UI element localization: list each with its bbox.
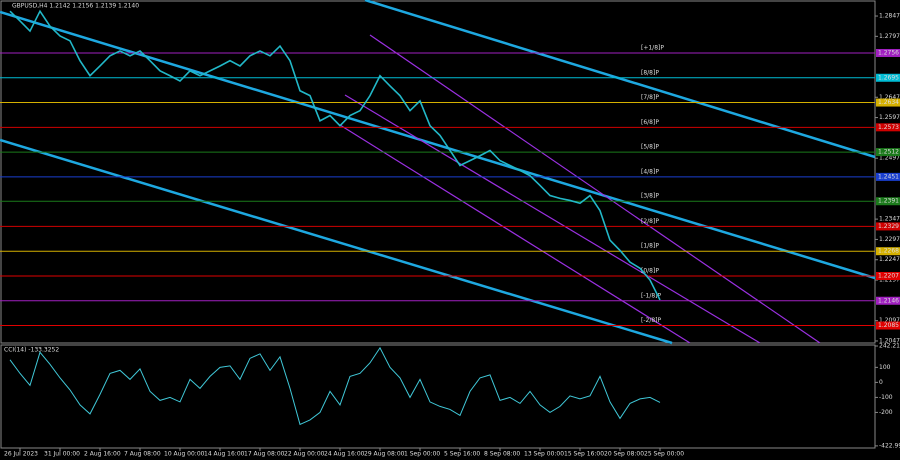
level-label: [7/8]P	[641, 94, 659, 101]
level-tag	[876, 172, 900, 181]
level-tag	[876, 48, 900, 57]
y-tick-label: 1.2047	[879, 337, 900, 344]
level-tag	[876, 73, 900, 82]
y-tick-label: -100	[879, 394, 893, 401]
channel-line	[344, 94, 761, 344]
level-tag	[876, 222, 900, 231]
level-tag	[876, 98, 900, 107]
indicator-title: CCI(14) -133.3252	[4, 347, 59, 354]
level-value: 1.2756	[878, 49, 899, 56]
y-tick-label: 1.2297	[879, 236, 900, 243]
level-value: 1.2329	[878, 223, 899, 230]
level-value: 1.2451	[878, 173, 899, 180]
level-value: 1.2573	[878, 124, 899, 131]
x-tick-label: 29 Aug 08:00	[364, 451, 405, 458]
price-line	[9, 346, 661, 426]
level-tag	[876, 247, 900, 256]
level-tag	[876, 296, 900, 305]
level-value: 1.2207	[878, 272, 899, 279]
price-panel	[0, 0, 876, 344]
x-tick-label: 26 Jul 2023	[4, 451, 38, 458]
x-tick-label: 13 Sep 00:00	[524, 451, 564, 458]
y-tick-label: 1.2197	[879, 277, 900, 284]
y-tick-label: 1.2347	[879, 216, 900, 223]
price-line	[9, 9, 661, 301]
level-label: [8/8]P	[641, 69, 659, 76]
x-tick-label: 1 Sep 00:00	[404, 451, 440, 458]
channel-lines	[339, 34, 821, 344]
x-tick-label: 10 Aug 00:00	[164, 451, 205, 458]
y-tick-label: 1.2247	[879, 256, 900, 263]
y-tick-label: -200	[879, 409, 893, 416]
y-tick-label: 1.2647	[879, 94, 900, 101]
y-tick-label: 1.2847	[879, 13, 900, 20]
level-value: 1.2146	[878, 297, 899, 304]
x-tick-label: 15 Sep 16:00	[564, 451, 604, 458]
y-tick-label: 242.2183	[879, 343, 900, 350]
level-label: [1/8]P	[641, 243, 659, 250]
y-tick-label: 1.2797	[879, 33, 900, 40]
level-label: [2/8]P	[641, 218, 659, 225]
level-value: 1.2085	[878, 322, 899, 329]
y-tick-label: 1.2097	[879, 317, 900, 324]
y-tick-label: 1.2597	[879, 114, 900, 121]
cci-panel	[0, 344, 876, 449]
trend-line	[0, 138, 673, 345]
level-label: [5/8]P	[641, 144, 659, 151]
level-value: 1.2695	[878, 74, 899, 81]
x-tick-label: 14 Aug 16:00	[204, 451, 245, 458]
x-tick-label: 8 Sep 08:00	[484, 451, 520, 458]
x-tick-label: 31 Jul 00:00	[44, 451, 80, 458]
channel-line	[339, 124, 691, 344]
level-value: 1.2512	[878, 149, 899, 156]
x-tick-label: 20 Sep 08:00	[604, 451, 644, 458]
level-label: [+1/8]P	[641, 44, 664, 51]
y-tick-label: 1.2497	[879, 155, 900, 162]
x-tick-label: 2 Aug 16:00	[84, 451, 121, 458]
level-label: [-1/8]P	[641, 292, 662, 299]
x-tick-label: 24 Aug 16:00	[324, 451, 365, 458]
level-tag	[876, 197, 900, 206]
level-label: [3/8]P	[641, 193, 659, 200]
y-tick-label: 100	[879, 364, 891, 371]
level-value: 1.2391	[878, 198, 899, 205]
level-tag	[876, 123, 900, 132]
x-tick-label: 25 Sep 00:00	[644, 451, 684, 458]
level-label: [-2/8]P	[641, 317, 662, 324]
trend-line	[364, 0, 876, 159]
chart-title: GBPUSD,H4 1.2142 1.2156 1.2139 1.2140	[12, 3, 139, 10]
x-tick-label: 17 Aug 08:00	[244, 451, 285, 458]
level-tag	[876, 321, 900, 330]
level-label: [4/8]P	[641, 168, 659, 175]
level-label: [6/8]P	[641, 119, 659, 126]
y-tick-label: 0	[879, 379, 883, 386]
x-tick-label: 7 Aug 08:00	[124, 451, 161, 458]
level-value: 1.2268	[878, 248, 899, 255]
level-value: 1.2634	[878, 99, 899, 106]
level-label: [0/8]P	[641, 267, 659, 274]
y-tick-label: -422.9946	[879, 442, 900, 449]
x-tick-label: 5 Sep 16:00	[444, 451, 480, 458]
x-tick-label: 22 Aug 00:00	[284, 451, 325, 458]
channel-line	[369, 34, 821, 344]
level-tag	[876, 148, 900, 157]
level-tag	[876, 271, 900, 280]
